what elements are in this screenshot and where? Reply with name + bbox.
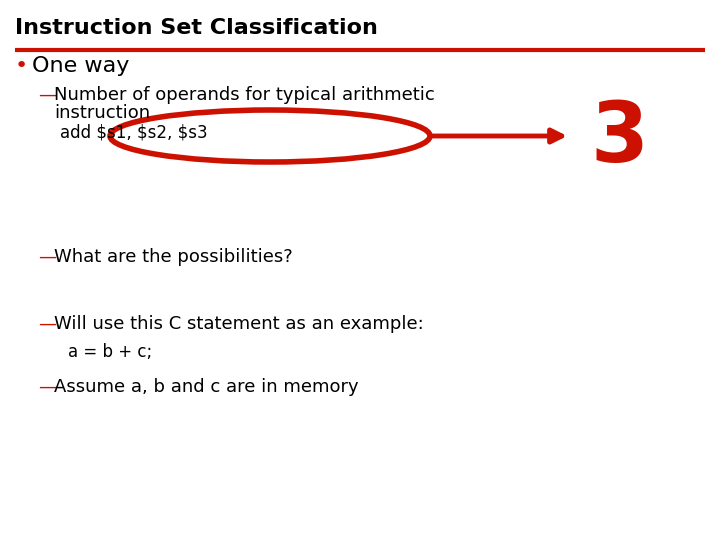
Text: instruction: instruction: [54, 104, 150, 122]
Text: Number of operands for typical arithmetic: Number of operands for typical arithmeti…: [54, 86, 435, 104]
Text: One way: One way: [32, 56, 130, 76]
Text: Instruction Set Classification: Instruction Set Classification: [15, 18, 378, 38]
Text: —: —: [38, 86, 56, 104]
Text: Will use this C statement as an example:: Will use this C statement as an example:: [54, 315, 424, 333]
Text: add $s1, $s2, $s3: add $s1, $s2, $s3: [60, 124, 207, 142]
Text: —: —: [38, 378, 56, 396]
Text: What are the possibilities?: What are the possibilities?: [54, 248, 293, 266]
Text: Assume a, b and c are in memory: Assume a, b and c are in memory: [54, 378, 359, 396]
Text: 3: 3: [590, 98, 648, 179]
Text: —: —: [38, 315, 56, 333]
Text: •: •: [15, 56, 28, 76]
Text: —: —: [38, 248, 56, 266]
Text: a = b + c;: a = b + c;: [68, 343, 152, 361]
